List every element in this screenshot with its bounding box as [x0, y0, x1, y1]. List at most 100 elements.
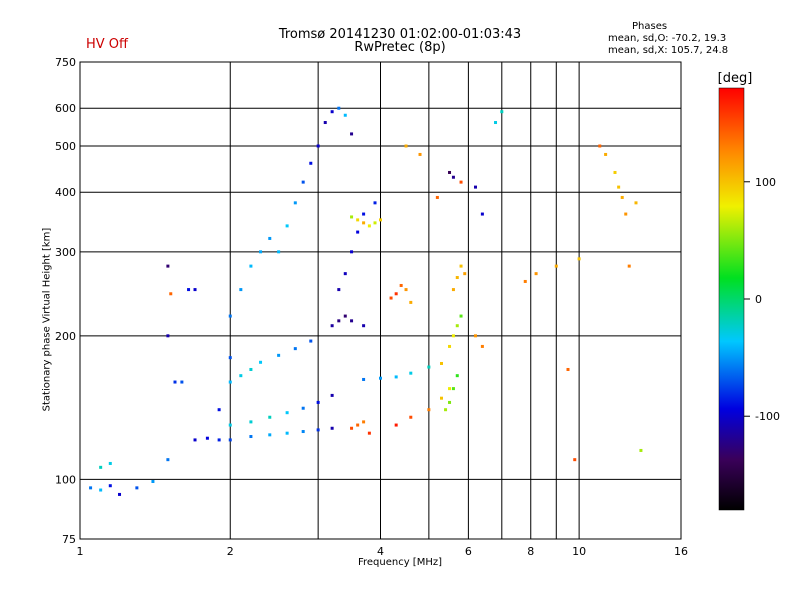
data-point [350, 319, 354, 323]
data-point [316, 428, 320, 432]
data-point [373, 221, 377, 225]
data-point [617, 185, 621, 189]
data-point [301, 430, 305, 434]
data-point [277, 250, 281, 254]
data-point [427, 408, 431, 412]
data-point [362, 221, 366, 225]
data-point [343, 272, 347, 276]
data-point [362, 212, 366, 216]
data-point [394, 292, 398, 296]
data-point [367, 224, 371, 228]
x-tick-label: 1 [77, 545, 84, 558]
colorbar-ticks: 100 0 -100 [744, 176, 780, 423]
data-point [448, 170, 452, 174]
data-point [350, 132, 354, 136]
y-tick-label: 75 [62, 533, 76, 546]
data-point [480, 344, 484, 348]
data-point [268, 433, 272, 437]
data-point [337, 106, 341, 110]
phases-title: Phases [632, 21, 668, 32]
data-point [293, 347, 297, 351]
x-tick-label: 10 [572, 545, 586, 558]
data-point [367, 431, 371, 435]
phases-x-stats: mean, sd,X: 105.7, 24.8 [608, 45, 729, 56]
x-tick-label: 8 [527, 545, 534, 558]
data-point [259, 360, 263, 364]
data-point [217, 438, 221, 442]
data-point [480, 212, 484, 216]
data-point [409, 300, 413, 304]
data-point [577, 257, 581, 261]
data-point [330, 324, 334, 328]
data-point [634, 201, 638, 205]
colorbar-tick-label: 100 [755, 176, 776, 189]
data-point [337, 319, 341, 323]
data-point [362, 324, 366, 328]
data-point [268, 415, 272, 419]
data-point [451, 334, 455, 338]
data-point [350, 215, 354, 219]
data-point [193, 438, 197, 442]
data-point [451, 387, 455, 391]
data-point [394, 423, 398, 427]
y-tick-label: 750 [55, 56, 76, 69]
data-point [301, 406, 305, 410]
data-point [435, 195, 439, 199]
data-point [309, 161, 313, 165]
data-point [228, 314, 232, 318]
data-point [598, 144, 602, 148]
data-point [316, 144, 320, 148]
x-tick-label: 6 [465, 545, 472, 558]
data-point [394, 375, 398, 379]
phases-o-stats: mean, sd,O: -70.2, 19.3 [608, 33, 727, 44]
data-point [418, 152, 422, 156]
data-point [249, 367, 253, 371]
data-point [356, 230, 360, 234]
data-point [455, 276, 459, 280]
y-tick-labels: 75 100 200 300 400 500 600 750 [55, 56, 76, 546]
data-point [554, 264, 558, 268]
data-point [187, 288, 191, 292]
data-point [205, 436, 209, 440]
data-point [604, 152, 608, 156]
data-point [573, 458, 577, 462]
data-point [249, 264, 253, 268]
data-point [448, 344, 452, 348]
data-point [613, 170, 617, 174]
data-point [451, 175, 455, 179]
data-point [440, 396, 444, 400]
y-tick-label: 200 [55, 330, 76, 343]
data-point [166, 458, 170, 462]
data-point [337, 288, 341, 292]
data-point [330, 426, 334, 430]
colorbar-tick-label: 0 [755, 293, 762, 306]
data-point [362, 377, 366, 381]
data-point [166, 334, 170, 338]
data-point [249, 420, 253, 424]
data-point [316, 400, 320, 404]
data-point [627, 264, 631, 268]
y-tick-label: 600 [55, 102, 76, 115]
data-point [135, 486, 139, 490]
data-point [108, 461, 112, 465]
phase-colorbar [718, 87, 745, 511]
data-point [624, 212, 628, 216]
data-point [173, 380, 177, 384]
data-point [639, 448, 643, 452]
data-point [99, 465, 103, 469]
y-tick-label: 300 [55, 246, 76, 259]
data-point [459, 180, 463, 184]
data-point [343, 314, 347, 318]
data-point [285, 224, 289, 228]
data-point [451, 288, 455, 292]
data-point [169, 292, 173, 296]
x-tick-label: 4 [377, 545, 384, 558]
data-point [350, 426, 354, 430]
data-point [473, 185, 477, 189]
data-point [293, 201, 297, 205]
data-point [444, 408, 448, 412]
colorbar-tick-label: -100 [755, 410, 780, 423]
chart-title: Tromsø 20141230 01:02:00-01:03:43 [278, 27, 522, 42]
data-point [350, 250, 354, 254]
